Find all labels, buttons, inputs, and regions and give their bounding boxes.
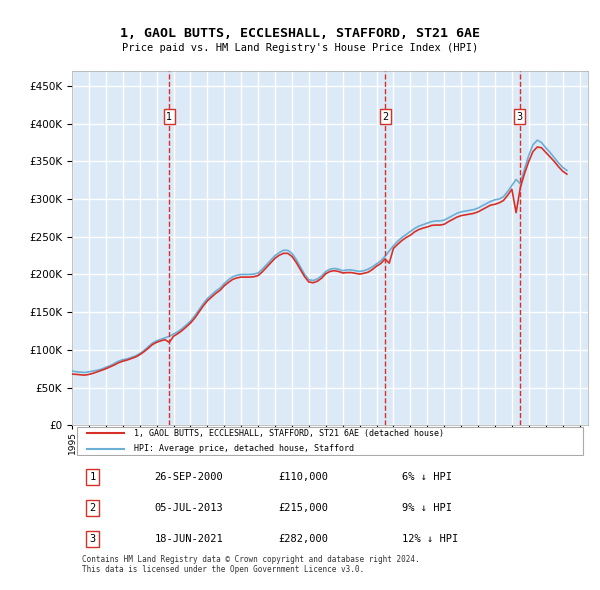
Text: £110,000: £110,000: [278, 472, 328, 482]
Text: HPI: Average price, detached house, Stafford: HPI: Average price, detached house, Staf…: [134, 444, 354, 453]
Text: £215,000: £215,000: [278, 503, 328, 513]
Text: 1, GAOL BUTTS, ECCLESHALL, STAFFORD, ST21 6AE (detached house): 1, GAOL BUTTS, ECCLESHALL, STAFFORD, ST2…: [134, 428, 444, 438]
Text: 3: 3: [89, 534, 96, 544]
Text: 1, GAOL BUTTS, ECCLESHALL, STAFFORD, ST21 6AE: 1, GAOL BUTTS, ECCLESHALL, STAFFORD, ST2…: [120, 27, 480, 40]
Text: 1: 1: [166, 112, 172, 122]
Text: 2: 2: [89, 503, 96, 513]
Text: Price paid vs. HM Land Registry's House Price Index (HPI): Price paid vs. HM Land Registry's House …: [122, 43, 478, 53]
Text: 12% ↓ HPI: 12% ↓ HPI: [402, 534, 458, 544]
Text: 3: 3: [517, 112, 523, 122]
FancyBboxPatch shape: [77, 427, 583, 455]
Text: 9% ↓ HPI: 9% ↓ HPI: [402, 503, 452, 513]
Text: £282,000: £282,000: [278, 534, 328, 544]
Text: 2: 2: [382, 112, 388, 122]
Text: 6% ↓ HPI: 6% ↓ HPI: [402, 472, 452, 482]
Text: 18-JUN-2021: 18-JUN-2021: [155, 534, 223, 544]
Text: 1: 1: [89, 472, 96, 482]
Text: Contains HM Land Registry data © Crown copyright and database right 2024.
This d: Contains HM Land Registry data © Crown c…: [82, 555, 420, 574]
Text: 26-SEP-2000: 26-SEP-2000: [155, 472, 223, 482]
Text: 05-JUL-2013: 05-JUL-2013: [155, 503, 223, 513]
